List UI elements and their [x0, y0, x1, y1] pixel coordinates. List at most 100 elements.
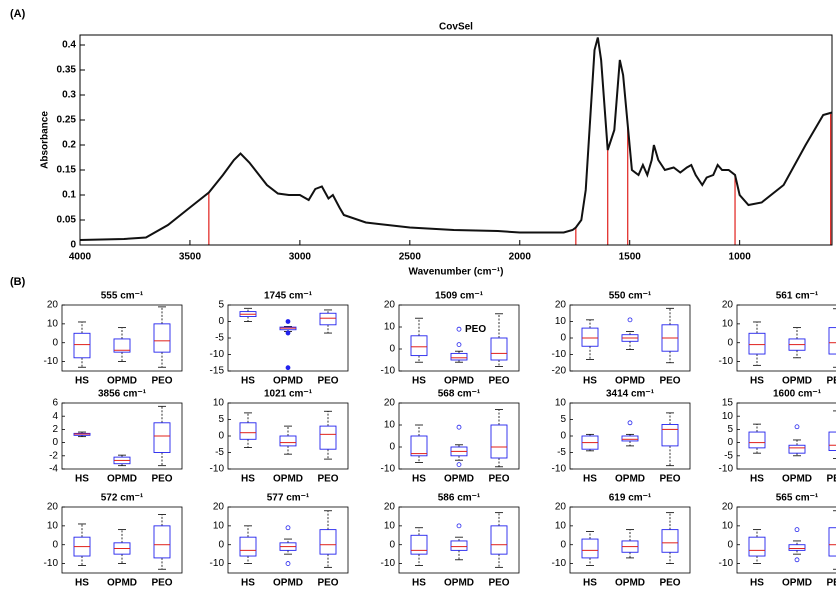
x-tick-label: OPMD: [444, 376, 474, 387]
x-tick-label: 1500: [619, 252, 642, 263]
plot-frame: [569, 506, 691, 574]
y-tick-label: -2: [49, 450, 58, 461]
plot-frame: [398, 304, 520, 372]
y-tick-label: 0: [52, 337, 58, 348]
panel-label: (A): [10, 8, 26, 20]
y-tick-label: 20: [722, 502, 734, 513]
box: [748, 431, 766, 449]
box-title: 568 cm⁻¹: [438, 389, 481, 400]
y-tick-label: 20: [384, 300, 396, 311]
y-tick-label: 0: [389, 442, 395, 453]
y-tick-label: 0: [560, 333, 566, 344]
outlier: [285, 319, 291, 324]
y-tick-label: 0.1: [62, 190, 76, 201]
outlier: [285, 330, 291, 336]
box: [748, 536, 766, 557]
outlier: [285, 561, 291, 566]
box: [788, 444, 806, 454]
y-tick-label: -10: [719, 464, 734, 475]
outlier: [794, 424, 800, 430]
y-tick-label: -10: [381, 366, 396, 377]
box: [73, 332, 91, 359]
x-tick-label: PEO: [317, 376, 338, 387]
x-tick-label: PEO: [488, 376, 509, 387]
box: [828, 327, 836, 355]
outlier: [794, 527, 800, 533]
x-tick-label: HS: [750, 578, 764, 589]
outlier: [627, 420, 633, 426]
x-tick-label: 4000: [69, 252, 92, 263]
y-tick-label: 5: [218, 414, 224, 425]
x-tick-label: 1000: [729, 252, 752, 263]
box-title: 550 cm⁻¹: [609, 291, 652, 302]
x-tick-label: PEO: [659, 376, 680, 387]
y-tick-label: 10: [384, 420, 396, 431]
y-tick-label: 20: [722, 300, 734, 311]
x-tick-label: PEO: [151, 474, 172, 485]
y-tick-label: 10: [722, 318, 734, 329]
y-tick-label: -10: [552, 464, 567, 475]
y-tick-label: 10: [384, 520, 396, 531]
y-tick-label: 0: [560, 431, 566, 442]
y-tick-label: 10: [384, 322, 396, 333]
x-tick-label: OPMD: [444, 474, 474, 485]
y-tick-label: 10: [555, 520, 567, 531]
y-tick-label: 0: [727, 539, 733, 550]
y-tick-label: -5: [215, 447, 224, 458]
x-tick-label: 2500: [399, 252, 422, 263]
box-title: 3414 cm⁻¹: [606, 389, 655, 400]
x-tick-label: HS: [241, 376, 255, 387]
y-tick-label: -10: [552, 558, 567, 569]
box: [410, 534, 428, 555]
y-tick-label: 10: [555, 398, 567, 409]
box-title: 1600 cm⁻¹: [773, 389, 822, 400]
y-tick-label: -10: [210, 464, 225, 475]
y-tick-label: 0.2: [62, 140, 76, 151]
box: [581, 538, 599, 559]
x-tick-label: PEO: [488, 474, 509, 485]
box-title: 561 cm⁻¹: [776, 291, 819, 302]
x-tick-label: HS: [75, 578, 89, 589]
x-tick-label: OPMD: [273, 474, 303, 485]
x-tick-label: HS: [241, 474, 255, 485]
box: [153, 323, 171, 353]
x-tick-label: OPMD: [273, 376, 303, 387]
x-tick-label: OPMD: [107, 578, 137, 589]
y-tick-label: 4: [52, 411, 58, 422]
chart-title: CovSel: [439, 22, 473, 33]
x-tick-label: 2000: [509, 252, 532, 263]
x-tick-label: PEO: [826, 376, 836, 387]
x-tick-label: OPMD: [107, 376, 137, 387]
y-tick-label: 0: [218, 539, 224, 550]
box-title: 3856 cm⁻¹: [98, 389, 147, 400]
box: [319, 425, 337, 450]
y-tick-label: 15: [722, 398, 734, 409]
x-tick-label: HS: [583, 376, 597, 387]
y-tick-label: 20: [384, 398, 396, 409]
y-tick-label: 10: [555, 316, 567, 327]
box: [581, 327, 599, 347]
box: [828, 527, 836, 557]
x-axis-label: Wavenumber (cm⁻¹): [409, 267, 504, 278]
outlier: [456, 523, 462, 529]
x-tick-label: HS: [583, 578, 597, 589]
x-tick-label: PEO: [488, 578, 509, 589]
x-tick-label: HS: [412, 474, 426, 485]
y-tick-label: 0: [52, 437, 58, 448]
x-tick-label: HS: [241, 578, 255, 589]
y-tick-label: 6: [52, 398, 58, 409]
x-tick-label: 3500: [179, 252, 202, 263]
panel-label: (B): [10, 276, 26, 288]
y-tick-label: 0: [727, 437, 733, 448]
box: [748, 332, 766, 355]
y-tick-label: -10: [552, 349, 567, 360]
box: [239, 422, 257, 440]
box: [319, 529, 337, 555]
y-tick-label: 10: [47, 520, 59, 531]
x-tick-label: OPMD: [615, 376, 645, 387]
y-tick-label: -10: [44, 356, 59, 367]
plot-frame: [398, 506, 520, 574]
box: [621, 435, 639, 442]
y-tick-label: 5: [218, 300, 224, 311]
